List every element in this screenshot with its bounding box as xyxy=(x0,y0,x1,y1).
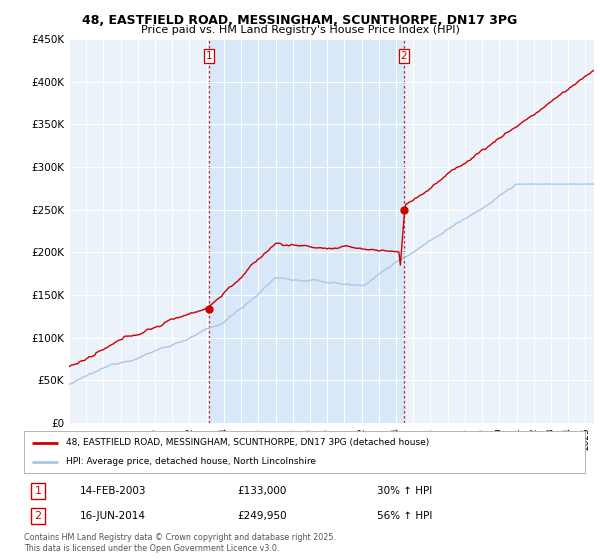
Bar xyxy=(209,39,404,423)
Text: 14-FEB-2003: 14-FEB-2003 xyxy=(80,486,146,496)
Text: HPI: Average price, detached house, North Lincolnshire: HPI: Average price, detached house, Nort… xyxy=(66,458,316,466)
Text: £249,950: £249,950 xyxy=(237,511,287,521)
Text: Price paid vs. HM Land Registry's House Price Index (HPI): Price paid vs. HM Land Registry's House … xyxy=(140,25,460,35)
Text: 16-JUN-2014: 16-JUN-2014 xyxy=(80,511,146,521)
Text: 30% ↑ HPI: 30% ↑ HPI xyxy=(377,486,433,496)
Text: 48, EASTFIELD ROAD, MESSINGHAM, SCUNTHORPE, DN17 3PG: 48, EASTFIELD ROAD, MESSINGHAM, SCUNTHOR… xyxy=(82,14,518,27)
Text: 56% ↑ HPI: 56% ↑ HPI xyxy=(377,511,433,521)
Text: 1: 1 xyxy=(35,486,41,496)
Text: 1: 1 xyxy=(205,51,212,60)
Text: 2: 2 xyxy=(401,51,407,60)
Text: £133,000: £133,000 xyxy=(237,486,287,496)
Text: 48, EASTFIELD ROAD, MESSINGHAM, SCUNTHORPE, DN17 3PG (detached house): 48, EASTFIELD ROAD, MESSINGHAM, SCUNTHOR… xyxy=(66,438,430,447)
Text: Contains HM Land Registry data © Crown copyright and database right 2025.
This d: Contains HM Land Registry data © Crown c… xyxy=(24,533,336,553)
Text: 2: 2 xyxy=(34,511,41,521)
